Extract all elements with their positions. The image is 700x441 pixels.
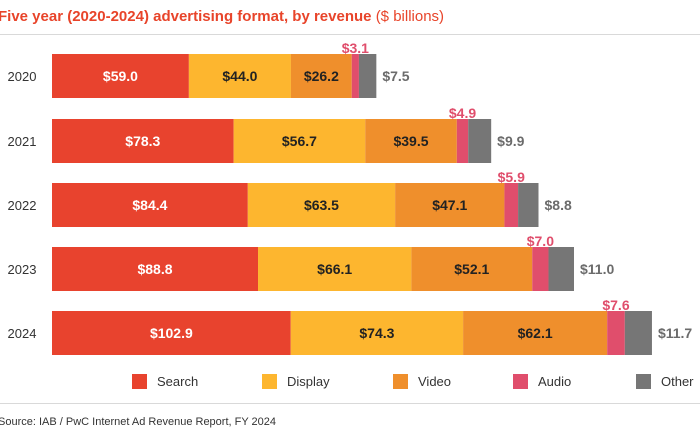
bar-other-2020 [358,54,377,98]
legend-swatch-other [636,374,651,389]
value-label-display-2022: $63.5 [304,197,339,213]
bar-other-2021 [468,119,492,163]
value-label-audio-2020: $3.1 [342,40,369,56]
legend-label-other: Other [661,374,694,389]
bar-audio-2023 [532,247,549,291]
year-label-2020: 2020 [8,69,37,84]
bar-audio-2021 [456,119,469,163]
legend-label-audio: Audio [538,374,572,389]
bar-audio-2020 [351,54,359,98]
bar-search-2022 [52,183,248,227]
legend-item-audio: Audio [513,374,571,389]
bar-display-2020 [188,54,291,98]
value-label-search-2024: $102.9 [150,325,193,341]
value-label-video-2022: $47.1 [432,197,467,213]
bar-video-2023 [411,247,533,291]
top-divider [0,34,700,35]
value-label-other-2021: $9.9 [497,133,524,149]
value-label-display-2021: $56.7 [282,133,317,149]
value-label-other-2020: $7.5 [382,68,409,84]
bar-other-2023 [548,247,574,291]
bar-search-2023 [52,247,259,291]
value-label-audio-2024: $7.6 [602,297,629,313]
value-label-display-2020: $44.0 [222,68,257,84]
bar-search-2021 [52,119,234,163]
bar-other-2024 [624,311,652,355]
legend-swatch-audio [513,374,528,389]
value-label-display-2024: $74.3 [359,325,394,341]
value-label-search-2023: $88.8 [137,261,172,277]
value-label-display-2023: $66.1 [317,261,352,277]
legend-swatch-display [262,374,277,389]
source-note: Source: IAB / PwC Internet Ad Revenue Re… [0,416,277,428]
value-label-video-2024: $62.1 [518,325,553,341]
chart-title: Five year (2020-2024) advertising format… [0,8,444,25]
legend-label-search: Search [157,374,199,389]
bar-video-2020 [290,54,352,98]
value-label-audio-2023: $7.0 [527,233,554,249]
chart-title-unit: ($ billions) [375,8,445,25]
bar-search-2020 [52,54,189,98]
legend-swatch-search [132,374,147,389]
bar-display-2022 [247,183,396,227]
year-label-2024: 2024 [8,326,37,341]
value-label-video-2020: $26.2 [304,68,339,84]
year-label-2022: 2022 [8,198,37,213]
legend-label-video: Video [418,374,452,389]
legend-item-video: Video [393,374,451,389]
legend-swatch-video [393,374,408,389]
bar-display-2024 [290,311,464,355]
bottom-divider [0,403,700,404]
value-label-other-2023: $11.0 [580,261,614,277]
bar-video-2024 [463,311,608,355]
value-label-video-2023: $52.1 [454,261,489,277]
value-label-search-2022: $84.4 [132,197,167,213]
legend-item-other: Other [636,374,694,389]
legend-item-display: Display [262,374,330,389]
bar-audio-2024 [607,311,625,355]
value-label-other-2022: $8.8 [545,197,572,213]
bar-video-2021 [365,119,457,163]
value-label-search-2020: $59.0 [103,68,138,84]
legend-item-search: Search [132,374,198,389]
value-label-audio-2021: $4.9 [449,105,476,121]
bar-display-2023 [258,247,412,291]
legend-label-display: Display [287,374,330,389]
value-label-audio-2022: $5.9 [498,169,525,185]
year-label-2021: 2021 [8,134,37,149]
value-label-other-2024: $11.7 [658,325,692,341]
bar-other-2022 [518,183,539,227]
bar-audio-2022 [504,183,519,227]
stacked-bar-chart: 2020 $59.0 $44.0 $26.2$3.1 $7.5 2021 $78.3 $56.… [8,40,692,355]
bar-search-2024 [52,311,291,355]
value-label-search-2021: $78.3 [125,133,160,149]
value-label-video-2021: $39.5 [393,133,428,149]
chart-title-main: Five year (2020-2024) advertising format… [0,8,372,25]
bar-video-2022 [395,183,505,227]
year-label-2023: 2023 [8,262,37,277]
legend: Search Display Video Audio Other [0,374,700,394]
bar-display-2021 [233,119,366,163]
